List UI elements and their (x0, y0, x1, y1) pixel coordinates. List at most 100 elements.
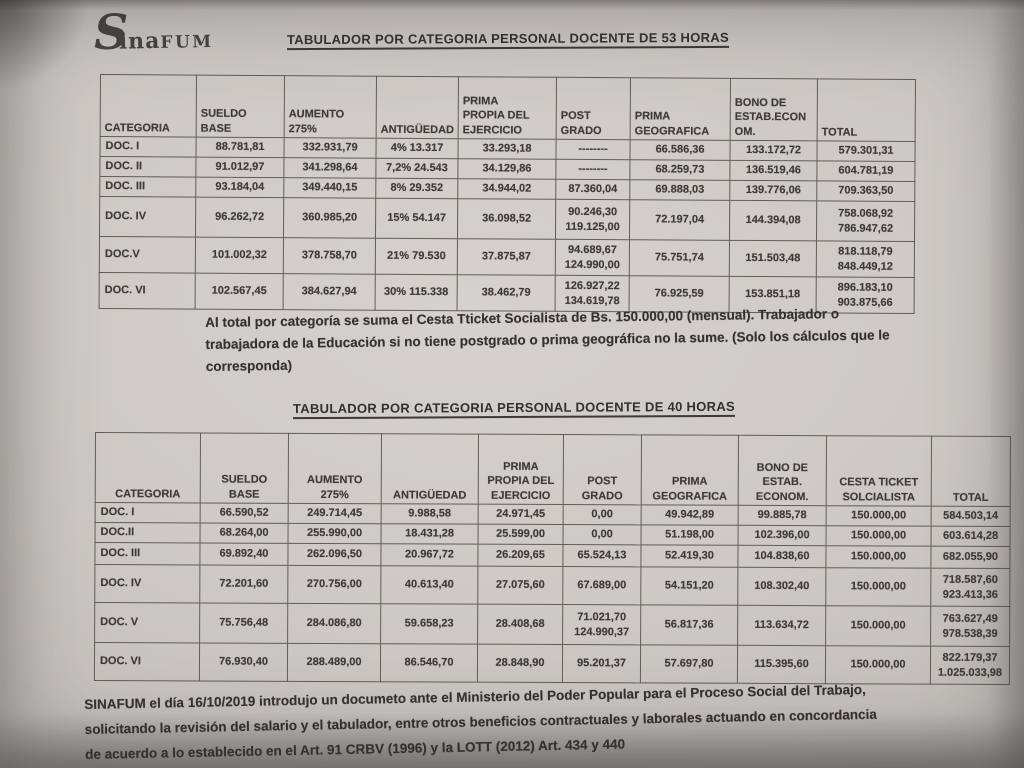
table-cell: 603.614,28 (931, 526, 1011, 547)
col-header-sueldo-base: SUELDO BASE (200, 432, 289, 504)
col-header-antiguedad: ANTIGÜEDAD (376, 76, 459, 139)
sinafum-logo: SinaFUM (94, 4, 214, 61)
table-row-doc-4: DOC. IV 96.262,72 360.985,20 15% 54.147 … (99, 196, 915, 242)
table-title-40-horas: TABULADOR POR CATEGORIA PERSONAL DOCENTE… (292, 398, 736, 420)
table-header-row: CATEGORIA SUELDO BASE AUMENTO 275% ANTIG… (95, 432, 1011, 507)
table-cell: 360.985,20 (283, 197, 376, 239)
table-cell: 101.002,32 (195, 237, 284, 274)
table-cell: 54.151,20 (640, 566, 738, 606)
table-cell: 24.971,45 (478, 504, 564, 525)
col-header-post-grado: POST GRADO (563, 434, 642, 505)
table-cell: 25.599,00 (478, 524, 564, 545)
table-cell: 255.990,00 (288, 523, 382, 544)
table-cell: 584.503,14 (931, 506, 1011, 527)
col-header-sueldo-base: SUELDO BASE (196, 75, 285, 138)
table-cell: 68.264,00 (200, 522, 289, 544)
table-cell: 75.751,74 (629, 239, 730, 277)
table-cell: 818.118,79 848.449,12 (816, 240, 915, 278)
table-cell: 67.689,00 (562, 566, 641, 605)
table-cell: DOC. IV (99, 196, 196, 238)
table-cell: 332.931,79 (283, 137, 377, 159)
table-cell: 26.209,65 (477, 544, 564, 567)
col-header-aumento: AUMENTO 275% (284, 75, 377, 139)
table-cell: 51.198,00 (641, 524, 739, 546)
col-header-post-grado: POST GRADO (556, 77, 631, 140)
table-header-row: CATEGORIA SUELDO BASE AUMENTO 275% ANTIG… (100, 74, 916, 142)
table-cell: 59.658,23 (380, 603, 478, 645)
table-cell: 384.627,94 (283, 273, 376, 311)
table-cell: 95.201,37 (562, 644, 641, 683)
table-cell: 91.012,97 (195, 157, 284, 178)
table-cell: 0,00 (563, 504, 642, 525)
table-cell: 758.068,92 786.947,62 (816, 200, 915, 242)
table-cell: DOC. IV (94, 564, 200, 603)
table-cell: 34.129,86 (457, 158, 556, 180)
table-cell: 150.000,00 (825, 545, 932, 569)
table-cell: 579.301,31 (816, 140, 916, 162)
table-cell: 0,00 (563, 524, 642, 545)
table-cell: 33.293,18 (457, 138, 557, 160)
table-title-53-horas: TABULADOR POR CATEGORIA PERSONAL DOCENTE… (286, 29, 730, 51)
table-cell: 28.408,68 (477, 604, 563, 645)
table-cell: DOC. VI (99, 272, 196, 310)
note-cesta-ticket: Al total por categoría se suma el Cesta … (205, 306, 890, 374)
table-cell: 38.462,79 (457, 274, 556, 312)
table-cell: 90.246,30 119.125,00 (555, 199, 630, 240)
table-cell: 87.360,04 (555, 179, 630, 200)
table-cell: 57.697,80 (640, 644, 738, 684)
table-cell: 34.944,02 (457, 178, 556, 200)
table-cell: 69.892,40 (199, 542, 289, 566)
table-cell: 150.000,00 (826, 505, 932, 527)
table-cell: 75.756,48 (199, 602, 288, 644)
table-cell: 108.302,40 (737, 567, 826, 606)
table-cell: DOC. I (99, 136, 197, 158)
table-cell: 288.489,00 (287, 643, 381, 682)
table-cell: 76.930,40 (199, 642, 288, 682)
table-cell: 68.259,73 (629, 159, 730, 181)
table-cell: 20.967,72 (380, 543, 479, 567)
table-cell: 763.627,49 978.538,39 (930, 606, 1010, 647)
col-header-total: TOTAL (817, 78, 916, 142)
table-cell: 8% 29.352 (375, 178, 458, 199)
table-cell: 40.613,40 (380, 565, 478, 605)
table-cell: 9.988,58 (381, 503, 479, 525)
col-header-total: TOTAL (931, 436, 1011, 507)
table-cell: 104.838,60 (737, 545, 827, 568)
table-cell: 15% 54.147 (375, 198, 458, 239)
table-cell: 718.587,60 923.413,36 (930, 568, 1010, 607)
col-header-antiguedad: ANTIGÜEDAD (381, 433, 479, 505)
footer-note: SINAFUM el día 16/10/2019 introdujo un d… (84, 681, 877, 762)
salary-table-40-horas: CATEGORIA SUELDO BASE AUMENTO 275% ANTIG… (94, 432, 1011, 685)
col-header-bono-estab: BONO DE ESTAB.ECON OM. (730, 78, 818, 141)
table-cell: 18.431,28 (381, 523, 479, 545)
table-cell: DOC.V (99, 236, 196, 274)
table-cell: 150.000,00 (825, 567, 931, 607)
table-cell: 71.021,70 124.990,37 (562, 604, 641, 645)
table-cell: 341.298,64 (283, 157, 376, 179)
table-cell: 113.634,72 (737, 605, 826, 646)
table-cell: 150.000,00 (825, 605, 931, 647)
table-cell: 28.848,90 (477, 644, 563, 683)
table-cell: 682.055,90 (930, 546, 1011, 569)
col-header-prima-propia: PRIMA PROPIA DEL EJERCICIO (478, 434, 564, 505)
col-header-prima-geografica: PRIMA GEOGRAFICA (630, 77, 731, 141)
salary-table-53-horas: CATEGORIA SUELDO BASE AUMENTO 275% ANTIG… (99, 74, 916, 314)
col-header-prima-geografica: PRIMA GEOGRAFICA (641, 434, 739, 506)
table-cell: 36.098,52 (457, 198, 556, 240)
table-cell: 144.394,08 (729, 200, 817, 241)
table-cell: 102.567,45 (195, 273, 284, 310)
table-cell: DOC. VI (94, 642, 200, 681)
table-cell: 94.689,67 124.990,00 (555, 239, 630, 276)
table-cell: DOC. V (94, 602, 200, 643)
table-cell: 709.363,50 (816, 180, 915, 202)
table-cell: 30% 115.338 (375, 274, 458, 311)
table-cell: DOC. I (95, 502, 201, 523)
col-header-prima-propia: PRIMA PROPIA DEL EJERCICIO (458, 76, 557, 140)
logo-text-fum: FUM (160, 31, 214, 53)
table-cell: DOC. II (99, 156, 196, 178)
table-row-doc-5: DOC. V 75.756,48 284.086,80 59.658,23 28… (94, 602, 1010, 647)
table-cell: 604.781,19 (816, 160, 915, 182)
table-cell: 37.875,87 (457, 238, 556, 276)
table-row-doc-4: DOC. IV 72.201,60 270.756,00 40.613,40 2… (94, 564, 1010, 607)
